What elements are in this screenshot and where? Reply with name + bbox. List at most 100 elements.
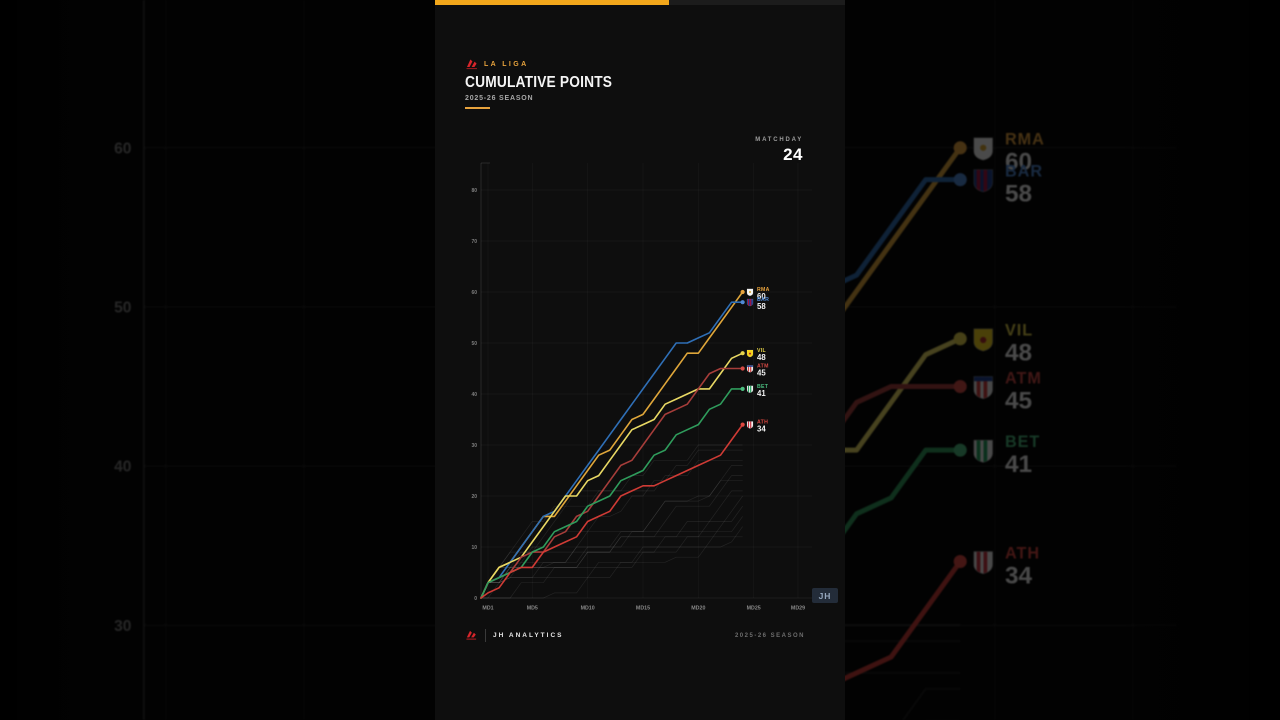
svg-text:50: 50 [471, 341, 477, 347]
team-crest-VIL [747, 350, 753, 358]
gridlines [480, 162, 812, 599]
video-progress-track[interactable] [435, 0, 845, 5]
team-crest-VIL [973, 328, 993, 351]
season-subtitle: 2025-26 SEASON [465, 95, 534, 102]
team-code-label-BAR: BAR [757, 297, 769, 303]
league-tag: LA LIGA [484, 60, 529, 68]
axis-tick-labels: 01020304050607080MD1MD5MD10MD15MD20MD25M… [114, 140, 132, 635]
series-dot-ATM [953, 379, 967, 394]
footer-season: 2025-26 SEASON [734, 632, 805, 639]
series-line-BAR [480, 301, 744, 599]
accent-underline [465, 107, 490, 109]
svg-text:MD5: MD5 [527, 606, 538, 612]
team-crest-BAR [973, 169, 993, 192]
svg-text:20: 20 [471, 494, 477, 500]
series-dot-ATH [953, 554, 967, 569]
team-points-label-BAR: 58 [757, 302, 766, 311]
axis-tick-labels: 0 10 20 30 40 50 60 70 80 MD1 MD5 MD10 MD15 MD20 MD25 M… [471, 188, 805, 612]
team-points-label-VIL: 48 [757, 353, 766, 362]
series-dot-ATH [740, 422, 745, 427]
team-crest-ATM [747, 365, 753, 373]
team-code-label-VIL: VIL [1005, 322, 1033, 340]
jh-watermark-text: JH [818, 590, 832, 601]
team-points-label-ATM: 45 [1005, 387, 1032, 414]
svg-text:50: 50 [114, 300, 132, 317]
footer-divider [485, 629, 486, 642]
jh-watermark-badge: JH [812, 588, 838, 603]
team-crest-ATM [973, 376, 993, 399]
team-points-label-VIL: 48 [1005, 340, 1032, 367]
team-points-label-BET: 41 [1005, 451, 1032, 478]
team-code-label-ATH: ATH [1005, 544, 1040, 562]
chart-header: LA LIGA CUMULATIVE POINTS 2025-26 SEASON [465, 58, 636, 109]
svg-text:10: 10 [471, 545, 477, 551]
laliga-footer-logo-icon [466, 630, 477, 640]
team-crest-RMA [747, 288, 753, 296]
team-code-label-ATM: ATM [1005, 369, 1042, 387]
matchday-value: 24 [783, 145, 803, 164]
team-crest-BET [747, 385, 753, 393]
team-crest-ATH [973, 551, 993, 574]
svg-text:MD15: MD15 [636, 606, 650, 612]
series-line-ATM [480, 367, 744, 599]
team-crest-ATH [747, 421, 753, 429]
svg-text:80: 80 [471, 188, 477, 194]
svg-text:MD25: MD25 [747, 606, 761, 612]
svg-text:30: 30 [114, 618, 132, 635]
svg-text:MD10: MD10 [581, 606, 595, 612]
series-dot-RMA [953, 141, 967, 155]
series-dot-VIL [740, 351, 745, 356]
team-points-label-BET: 41 [757, 389, 766, 398]
footer: JH ANALYTICS 2025-26 SEASON [435, 629, 845, 642]
team-code-label-RMA: RMA [757, 287, 770, 293]
other-teams-lines [480, 444, 743, 599]
svg-text:30: 30 [471, 443, 477, 449]
series-dot-VIL [953, 332, 967, 346]
svg-text:40: 40 [114, 459, 132, 476]
team-code-label-BET: BET [1005, 433, 1040, 451]
team-crest-RMA [973, 137, 993, 161]
svg-text:MD1: MD1 [482, 606, 493, 612]
laliga-logo-icon [466, 59, 477, 70]
svg-text:70: 70 [471, 239, 477, 245]
page-title: CUMULATIVE POINTS [465, 74, 613, 91]
team-code-label-RMA: RMA [1005, 131, 1045, 149]
series-dot-BAR [740, 300, 745, 305]
series-line-ATH [480, 423, 744, 599]
team-code-label-BET: BET [757, 384, 769, 390]
series-dot-BET [953, 443, 967, 457]
matchday-indicator: MATCHDAY 24 [755, 137, 803, 165]
series-line-VIL [480, 352, 744, 599]
svg-text:0: 0 [474, 596, 477, 602]
team-crest-BAR [747, 299, 753, 307]
svg-text:60: 60 [471, 290, 477, 296]
series-dot-BAR [953, 173, 967, 187]
svg-text:60: 60 [114, 140, 132, 157]
gridlines [142, 0, 146, 720]
team-crest-BET [973, 440, 993, 463]
team-code-label-BAR: BAR [1005, 163, 1043, 181]
main-panel: LA LIGA CUMULATIVE POINTS 2025-26 SEASON… [435, 0, 845, 720]
video-progress-bar [435, 0, 669, 5]
team-points-label-RMA: 60 [757, 292, 766, 301]
team-code-label-VIL: VIL [757, 348, 767, 354]
svg-text:40: 40 [471, 392, 477, 398]
svg-text:MD29: MD29 [791, 606, 805, 612]
footer-brand: JH ANALYTICS [493, 632, 564, 639]
team-points-label-ATM: 45 [757, 369, 766, 378]
svg-text:MD20: MD20 [691, 606, 705, 612]
series-dot-RMA [740, 289, 745, 295]
team-points-label-ATH: 34 [757, 425, 766, 434]
team-points-label-ATH: 34 [1005, 562, 1033, 589]
team-points-label-RMA: 60 [1005, 149, 1032, 176]
matchday-label: MATCHDAY [755, 137, 803, 143]
right-vignette [1110, 0, 1280, 720]
series-dot-ATM [740, 366, 745, 371]
team-points-label-BAR: 58 [1005, 181, 1032, 208]
series-line-BET [480, 388, 744, 599]
cumulative-points-chart: 0 10 20 30 40 50 60 70 80 MD1 MD5 MD10 MD15 MD20 MD25 M… [471, 162, 812, 612]
team-code-label-ATM: ATM [757, 364, 769, 370]
team-code-label-ATH: ATH [757, 420, 768, 426]
series-dot-BET [740, 386, 745, 391]
